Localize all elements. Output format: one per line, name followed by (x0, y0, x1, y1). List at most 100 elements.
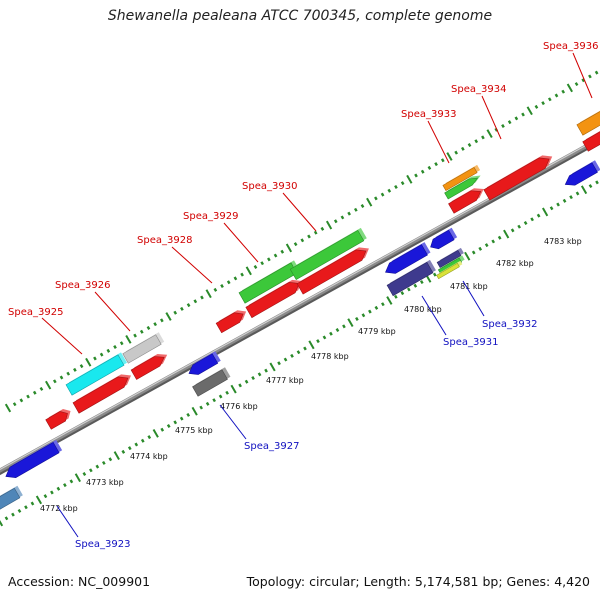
blue-feature-5-body (564, 162, 598, 186)
gene-label-spea_3936: Spea_3936 (543, 41, 598, 52)
minor-tick (510, 228, 515, 233)
inner-tick-ring (0, 180, 599, 527)
red-feature-8 (483, 155, 553, 201)
gene-leader-line-spea_3931 (421, 295, 447, 336)
minor-tick (491, 239, 496, 244)
minor-tick (342, 324, 346, 329)
minor-tick (95, 464, 100, 469)
tick-label-4780: 4780 kbp (404, 305, 442, 314)
minor-tick (218, 394, 223, 399)
minor-tick (39, 386, 44, 391)
red-feature-6 (296, 247, 369, 295)
minor-tick (238, 383, 242, 388)
minor-tick (199, 405, 204, 410)
minor-tick (153, 322, 157, 327)
red-feature-1-body (45, 411, 68, 430)
minor-tick (595, 180, 599, 185)
red-feature-5 (245, 279, 303, 319)
minor-tick (569, 195, 573, 200)
minor-tick (225, 390, 229, 395)
gene-leader-line-spea_3926 (94, 291, 131, 332)
minor-tick (73, 367, 77, 372)
minor-tick (340, 215, 345, 220)
minor-tick (257, 372, 262, 377)
minor-tick (575, 191, 580, 196)
navy-small-feature (436, 247, 464, 268)
outer-blue-1 (5, 439, 63, 478)
major-tick (35, 495, 43, 505)
minor-tick (226, 280, 231, 285)
major-tick (0, 519, 4, 527)
minor-tick (240, 272, 244, 277)
gene-leader-line-spea_3929 (223, 222, 259, 263)
minor-tick (43, 494, 48, 499)
tick-label-4783: 4783 kbp (544, 237, 582, 246)
minor-tick (374, 196, 378, 201)
minor-tick (134, 442, 139, 447)
major-tick (245, 266, 252, 276)
minor-tick (24, 505, 28, 510)
tick-label-4776: 4776 kbp (220, 402, 258, 411)
minor-tick (440, 158, 445, 163)
minor-tick (59, 375, 64, 380)
minor-tick (400, 291, 405, 296)
minor-tick (380, 192, 385, 197)
gene-leader-line-spea_3925 (41, 317, 83, 355)
blue-feature-3 (385, 242, 431, 274)
minor-tick (414, 173, 418, 178)
minor-tick (50, 490, 54, 495)
minor-tick (11, 512, 15, 517)
blue-feature-2-body (188, 353, 219, 375)
orange-feature-1 (442, 164, 481, 191)
red-feature-5-body (245, 282, 300, 319)
minor-tick (454, 150, 458, 155)
minor-tick (556, 202, 560, 207)
minor-tick (30, 501, 35, 506)
blue-feature-2 (188, 351, 221, 375)
minor-tick (166, 424, 171, 429)
minor-tick (406, 287, 411, 292)
tick-label-4781: 4781 kbp (450, 282, 488, 291)
gene-leader-line-spea_3930 (282, 192, 317, 232)
red-feature-7-body (448, 190, 482, 214)
minor-tick (101, 460, 106, 465)
gene-labels: Spea_3925 Spea_3926 Spea_3928 Spea_3929 Spea… (8, 41, 598, 550)
gene-leader-line-spea_3936 (572, 52, 593, 99)
minor-tick (554, 93, 559, 98)
minor-tick (63, 483, 67, 488)
minor-tick (220, 284, 224, 289)
navy-feature-body (386, 261, 434, 297)
minor-tick (180, 306, 184, 311)
major-tick (269, 362, 276, 372)
yellow-small-feature (436, 260, 463, 280)
minor-tick (133, 333, 137, 338)
minor-tick (179, 416, 184, 421)
minor-tick (481, 135, 485, 140)
minor-tick (186, 303, 191, 308)
minor-tick (273, 253, 278, 258)
minor-tick (200, 295, 204, 300)
minor-tick (547, 97, 552, 102)
red-feature-2-body (72, 376, 129, 414)
orange-feature-2-body (576, 111, 600, 136)
outer-tick-ring (4, 70, 599, 413)
major-tick (4, 403, 12, 413)
minor-tick (387, 188, 392, 193)
gene-label-spea_3923: Spea_3923 (75, 539, 130, 550)
minor-tick (82, 472, 87, 476)
red-feature-4 (215, 310, 247, 334)
minor-tick (251, 376, 255, 381)
green-feature-2-body (289, 229, 365, 281)
red-feature-6-body (296, 249, 367, 295)
silver-feature-body (122, 334, 162, 364)
minor-tick (381, 302, 385, 307)
minor-tick (4, 516, 9, 521)
minor-tick (56, 486, 61, 491)
minor-tick (160, 427, 165, 432)
red-feature-2 (72, 374, 132, 414)
gene-label-spea_3925: Spea_3925 (8, 307, 63, 318)
red-feature-7 (448, 188, 484, 214)
gene-label-spea_3928: Spea_3928 (137, 235, 192, 246)
minor-tick (514, 116, 519, 121)
